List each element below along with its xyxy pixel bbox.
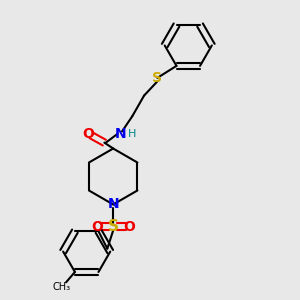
Text: O: O bbox=[91, 220, 103, 234]
Text: CH₃: CH₃ bbox=[52, 282, 71, 292]
Text: H: H bbox=[128, 129, 136, 139]
Text: N: N bbox=[107, 197, 119, 212]
Text: O: O bbox=[124, 220, 135, 234]
Text: S: S bbox=[108, 219, 119, 234]
Text: N: N bbox=[115, 127, 126, 141]
Text: O: O bbox=[82, 127, 94, 141]
Text: S: S bbox=[152, 71, 162, 85]
